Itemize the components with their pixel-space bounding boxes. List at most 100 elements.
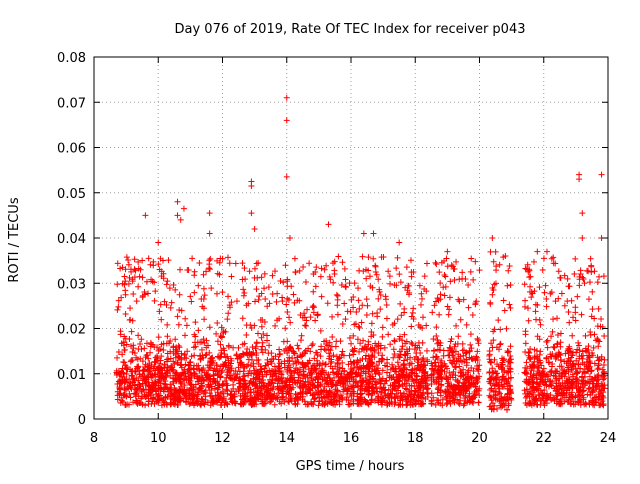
data-point: [304, 306, 311, 313]
data-point: [241, 265, 248, 272]
data-point: [451, 397, 458, 404]
data-point: [306, 357, 313, 364]
data-point: [141, 363, 148, 370]
data-point: [379, 333, 386, 340]
data-point: [255, 360, 262, 367]
data-point: [321, 338, 328, 345]
data-point: [453, 358, 460, 365]
data-point: [274, 290, 281, 297]
data-point: [248, 210, 255, 217]
data-point: [233, 351, 240, 358]
data-point: [576, 176, 583, 183]
data-point: [432, 259, 439, 266]
data-point: [288, 370, 295, 377]
data-point: [507, 305, 514, 312]
data-point: [157, 255, 164, 262]
data-point: [176, 388, 183, 395]
data-point: [339, 395, 346, 402]
data-point: [408, 360, 415, 367]
data-point: [114, 306, 121, 313]
data-point: [372, 268, 379, 275]
data-point: [543, 395, 550, 402]
data-point: [412, 342, 419, 349]
data-point: [283, 173, 290, 180]
data-point: [302, 278, 309, 285]
data-point: [572, 401, 579, 408]
data-point: [273, 394, 280, 401]
data-point: [128, 328, 135, 335]
data-point: [273, 373, 280, 380]
data-point: [366, 357, 373, 364]
data-point: [216, 259, 223, 266]
data-point: [418, 301, 425, 308]
data-point: [433, 354, 440, 361]
data-point: [408, 273, 415, 280]
data-point: [475, 340, 482, 347]
data-point: [287, 319, 294, 326]
data-point: [275, 356, 282, 363]
data-point: [230, 376, 237, 383]
data-point: [584, 391, 591, 398]
data-point: [155, 261, 162, 268]
data-point: [469, 398, 476, 405]
data-point: [352, 373, 359, 380]
data-point: [157, 386, 164, 393]
data-point: [589, 352, 596, 359]
data-point: [254, 389, 261, 396]
data-point: [135, 332, 142, 339]
data-point: [178, 356, 185, 363]
data-point: [260, 331, 267, 338]
data-point: [406, 361, 413, 368]
data-point: [224, 366, 231, 373]
data-point: [474, 356, 481, 363]
data-point: [139, 257, 146, 264]
data-point: [240, 286, 247, 293]
data-point: [403, 386, 410, 393]
data-point: [433, 324, 440, 331]
data-point: [255, 259, 262, 266]
data-point: [358, 390, 365, 397]
data-point: [357, 395, 364, 402]
data-point: [451, 277, 458, 284]
data-point: [219, 289, 226, 296]
data-point: [217, 332, 224, 339]
data-point: [116, 371, 123, 378]
data-point: [323, 394, 330, 401]
y-tick-label: 0.03: [57, 277, 86, 292]
data-point: [136, 382, 143, 389]
data-point: [365, 341, 372, 348]
data-point: [202, 399, 209, 406]
data-point: [394, 316, 401, 323]
data-point: [587, 332, 594, 339]
data-point: [446, 294, 453, 301]
data-point: [261, 318, 268, 325]
data-point: [593, 386, 600, 393]
data-point: [595, 365, 602, 372]
data-point: [340, 352, 347, 359]
data-point: [315, 402, 322, 409]
data-point: [468, 255, 475, 262]
data-point: [129, 349, 136, 356]
data-point: [501, 381, 508, 388]
data-point: [306, 260, 313, 267]
data-point: [141, 345, 148, 352]
data-point: [283, 301, 290, 308]
data-point: [488, 340, 495, 347]
data-point: [182, 315, 189, 322]
data-point: [310, 303, 317, 310]
data-point: [321, 383, 328, 390]
data-point: [330, 401, 337, 408]
data-point: [175, 390, 182, 397]
data-point: [346, 378, 353, 385]
data-point: [379, 367, 386, 374]
data-point: [345, 371, 352, 378]
data-point: [334, 359, 341, 366]
data-point: [114, 354, 121, 361]
data-point: [208, 386, 215, 393]
data-point: [444, 399, 451, 406]
data-point: [389, 321, 396, 328]
data-point: [423, 347, 430, 354]
data-point: [334, 387, 341, 394]
data-point: [555, 268, 562, 275]
data-point: [155, 347, 162, 354]
